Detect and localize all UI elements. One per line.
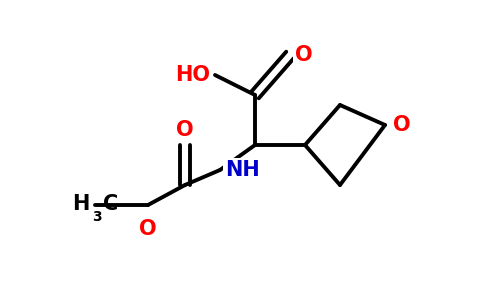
- Text: 3: 3: [92, 210, 102, 224]
- Text: O: O: [393, 115, 410, 135]
- Text: HO: HO: [175, 65, 210, 85]
- Text: NH: NH: [225, 160, 260, 180]
- Text: O: O: [295, 45, 313, 65]
- Text: C: C: [103, 194, 118, 214]
- Text: H: H: [72, 194, 89, 214]
- Text: O: O: [176, 120, 194, 140]
- Text: O: O: [139, 219, 157, 239]
